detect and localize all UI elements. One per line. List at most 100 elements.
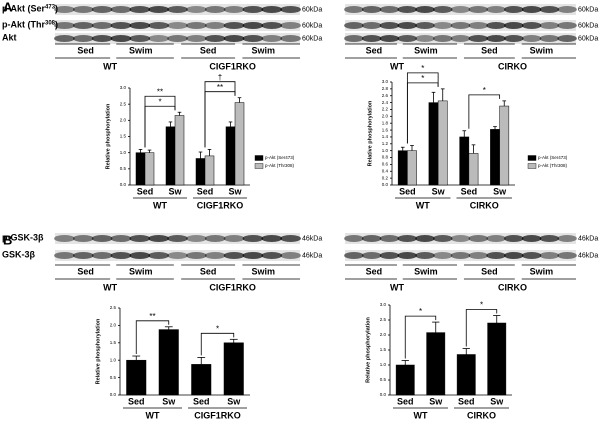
legend-label: p-Akt (Ser473) xyxy=(538,155,568,160)
blot-band xyxy=(54,35,75,42)
blot-label-part: 308 xyxy=(45,20,56,26)
blot-band xyxy=(261,35,283,42)
legend-swatch xyxy=(254,163,264,169)
blot-band xyxy=(450,6,471,13)
bar xyxy=(158,329,179,396)
y-tick-label: 3.0 xyxy=(382,79,389,84)
bar xyxy=(126,359,147,396)
significance-label: * xyxy=(419,307,422,316)
blot-band xyxy=(539,235,560,242)
blot-band xyxy=(242,6,264,13)
significance-bracket xyxy=(204,81,236,148)
x-tick-label: Sed xyxy=(193,396,210,406)
bar xyxy=(135,152,146,186)
blot-label-part: 473 xyxy=(45,4,56,10)
blot-band xyxy=(91,252,113,259)
significance-bracket xyxy=(200,332,235,356)
blot-band xyxy=(557,252,577,259)
group-label: CIGF1RKO xyxy=(197,200,244,210)
blot-band xyxy=(148,6,170,13)
bar xyxy=(490,129,500,186)
x-tick-label: Sed xyxy=(399,186,416,196)
significance-label: * xyxy=(480,301,483,310)
blot-band xyxy=(432,22,453,29)
blot-band xyxy=(148,252,170,259)
blot-band xyxy=(204,22,226,29)
error-bar xyxy=(410,145,414,151)
group-label: CIGF1RKO xyxy=(194,410,241,420)
blot-band xyxy=(539,252,560,259)
error-bar xyxy=(147,149,152,153)
x-tick-label: Sed xyxy=(458,396,475,406)
error-bar xyxy=(237,97,242,103)
blot-band xyxy=(129,6,151,13)
error-bar xyxy=(432,321,440,333)
bar xyxy=(225,126,236,186)
y-axis-label: Relative phosphorylation xyxy=(95,318,101,384)
blot-band xyxy=(468,22,489,29)
group-label: WT xyxy=(390,61,404,71)
bar xyxy=(234,102,245,186)
blot-band xyxy=(129,252,151,259)
blot-label-part: p-GSK-3β xyxy=(2,233,44,243)
blot-band xyxy=(204,35,226,42)
marker-label: 46kDa xyxy=(578,235,598,242)
blot-band xyxy=(185,252,207,259)
y-tick-label: 1.0 xyxy=(110,357,117,362)
blot-label-part: ) xyxy=(55,20,58,30)
x-tick-label: Sed xyxy=(137,186,154,196)
blot-band xyxy=(91,235,113,242)
x-tick-label: Sw xyxy=(227,396,241,406)
lane-label: Sed xyxy=(77,45,94,55)
blot-strip xyxy=(55,20,300,31)
blot-band xyxy=(280,6,301,13)
blot-band xyxy=(504,35,524,42)
significance-label: * xyxy=(421,64,424,73)
y-tick-label: 1.2 xyxy=(382,141,389,146)
error-bar xyxy=(164,326,173,330)
group-label: CIGF1RKO xyxy=(209,61,256,71)
y-tick-label: 2.2 xyxy=(382,107,389,112)
blot-strip xyxy=(345,250,576,261)
blot-band xyxy=(204,252,226,259)
lane-label: Sed xyxy=(200,45,217,55)
blot-band xyxy=(379,6,400,13)
blot-band xyxy=(361,35,382,42)
blot-band xyxy=(415,6,435,13)
blot-label: GSK-3β xyxy=(2,250,36,260)
blot-band xyxy=(72,22,94,29)
blot-strip xyxy=(55,33,300,44)
y-tick-label: 0.8 xyxy=(382,155,389,160)
y-axis-label: Relative phosphorylation xyxy=(367,100,373,166)
blot-band xyxy=(223,6,245,13)
error-bar xyxy=(168,121,173,127)
lane-label: Swim xyxy=(129,266,153,276)
blot-band xyxy=(204,6,226,13)
blot-label-part: p-Akt (Ser xyxy=(2,4,46,14)
lane-label: Sed xyxy=(200,266,217,276)
significance-bracket xyxy=(404,315,437,359)
significance-label: ** xyxy=(149,312,155,321)
blot-band xyxy=(504,6,524,13)
y-tick-label: 2.0 xyxy=(120,118,127,123)
significance-bracket xyxy=(468,94,501,129)
blot-band xyxy=(415,22,435,29)
blot-band xyxy=(432,235,453,242)
y-tick-label: 2.5 xyxy=(110,305,117,310)
lane-label: Swim xyxy=(251,45,275,55)
blot-band xyxy=(242,235,264,242)
blot-band xyxy=(521,235,542,242)
blot-band xyxy=(185,6,207,13)
legend-swatch xyxy=(527,155,537,161)
blot-band xyxy=(344,6,364,13)
significance-bracket xyxy=(144,95,176,148)
blot-band xyxy=(379,235,400,242)
bar xyxy=(428,102,439,186)
blot-strip xyxy=(345,20,576,31)
significance-bracket xyxy=(406,72,439,144)
significance-label: * xyxy=(483,86,486,95)
blot-band xyxy=(397,6,417,13)
blot-label-part: ) xyxy=(55,4,58,14)
group-label: CIRKO xyxy=(470,200,499,210)
